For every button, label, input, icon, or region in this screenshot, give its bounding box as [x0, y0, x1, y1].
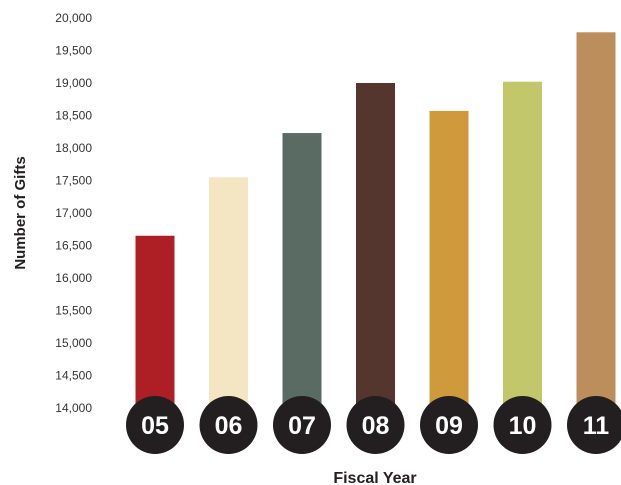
bar-06: [209, 177, 248, 425]
bar-10: [503, 81, 542, 425]
y-tick-label: 17,000: [55, 206, 92, 220]
x-tick-label: 07: [288, 412, 316, 440]
y-axis-ticks: 14,000 14,500 15,000 15,500 16,000 16,500 17,0…: [55, 11, 92, 415]
x-tick-marker: [273, 396, 331, 454]
bars: [135, 32, 616, 426]
y-tick-label: 17,500: [55, 174, 92, 188]
y-tick-label: 14,500: [55, 369, 92, 383]
y-tick-label: 20,000: [55, 11, 92, 25]
y-tick-label: 18,500: [55, 109, 92, 123]
x-tick-marker: [126, 396, 184, 454]
x-tick-label: 10: [509, 412, 537, 440]
bar-07: [282, 133, 322, 426]
x-tick-label: 11: [583, 412, 610, 440]
y-tick-label: 19,000: [55, 76, 92, 90]
x-tick-marker: [199, 396, 258, 454]
y-tick-label: 15,500: [55, 304, 92, 318]
x-tick-label: 06: [215, 412, 243, 440]
x-tick-label: 05: [141, 412, 169, 440]
x-tick-marker: [567, 396, 621, 454]
x-tick-marker: [346, 396, 405, 454]
y-tick-label: 15,000: [55, 336, 92, 350]
x-axis-ticks: 05 06 07 08 09 10 11: [126, 396, 621, 454]
bar-11: [576, 32, 616, 426]
x-axis-label: Fiscal Year: [333, 470, 416, 485]
bar-05: [135, 235, 175, 425]
y-tick-label: 19,500: [55, 44, 92, 58]
bar-09: [429, 110, 469, 425]
y-tick-label: 18,000: [55, 141, 92, 155]
x-tick-marker: [420, 396, 478, 454]
x-tick-label: 08: [362, 412, 390, 440]
y-tick-label: 16,500: [55, 239, 92, 253]
bar-08: [356, 83, 395, 425]
y-axis-label: Number of Gifts: [12, 156, 29, 269]
y-tick-label: 14,000: [55, 401, 92, 415]
x-tick-marker: [493, 396, 552, 454]
y-tick-label: 16,000: [55, 271, 92, 285]
x-tick-label: 09: [435, 412, 463, 440]
